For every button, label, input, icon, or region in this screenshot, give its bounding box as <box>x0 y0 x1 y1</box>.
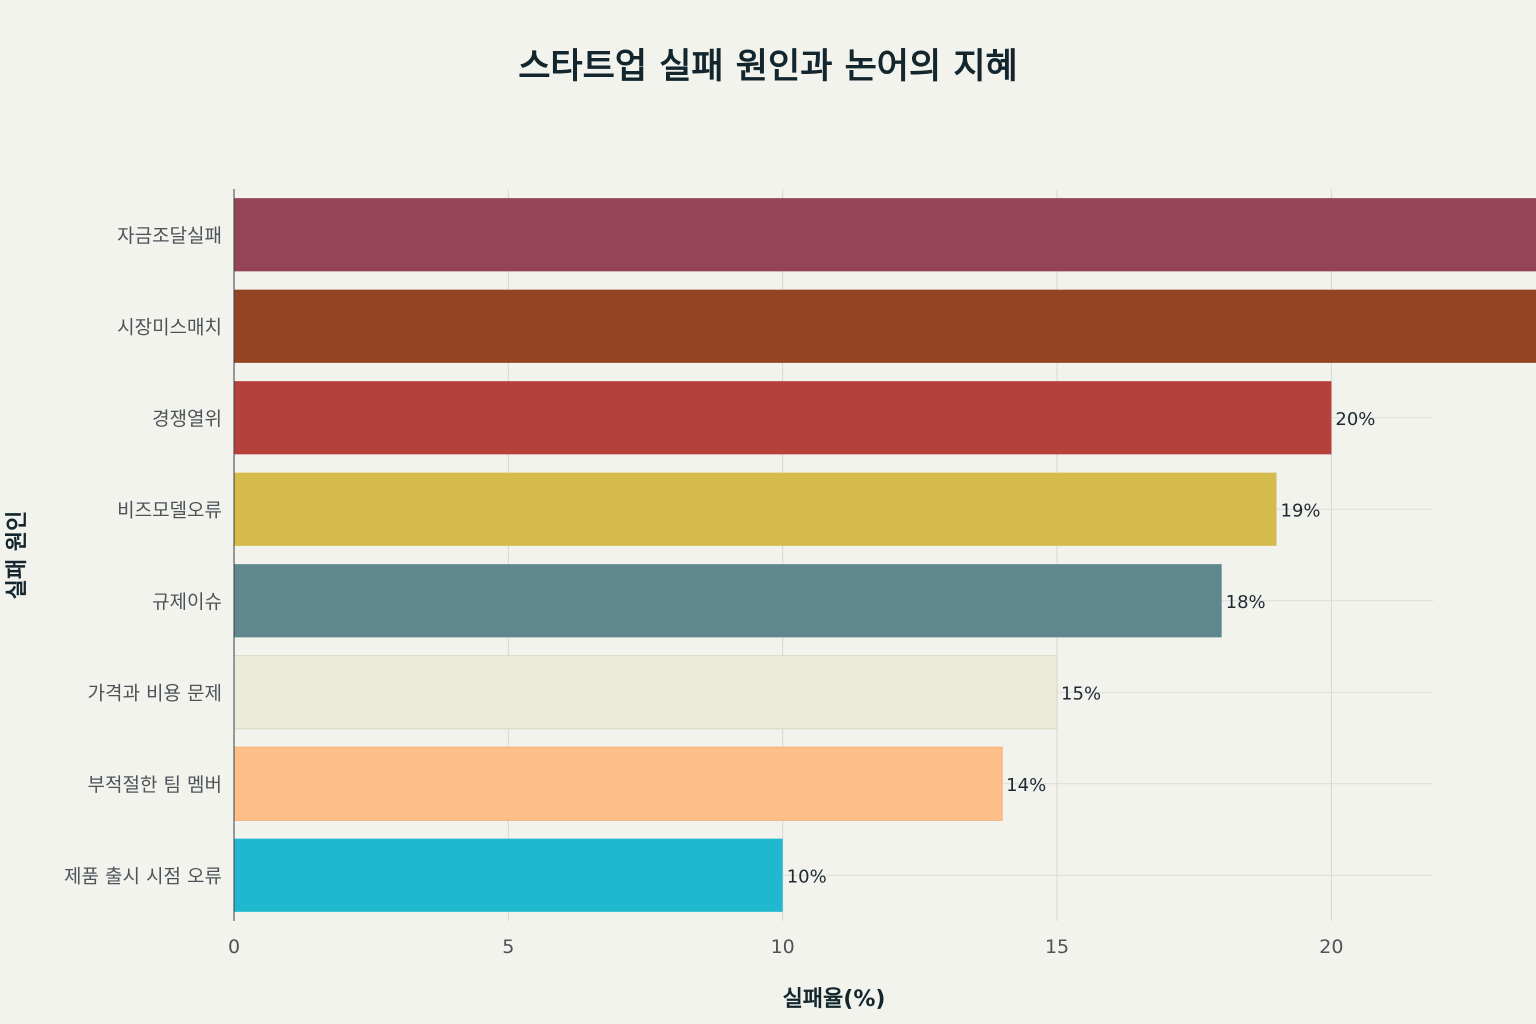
y-category-label: 시장미스매치 <box>117 316 222 338</box>
x-tick-label: 10 <box>771 936 795 958</box>
x-axis-title: 실패율(%) <box>783 987 886 1012</box>
y-category-label: 규제이슈 <box>152 591 222 613</box>
bar <box>234 289 1536 363</box>
bar <box>233 746 1003 821</box>
bar <box>234 472 1277 546</box>
bar-data-label: 18% <box>1226 592 1266 613</box>
bar <box>234 564 1222 638</box>
bar-data-label: 15% <box>1061 683 1101 704</box>
y-category-label: 경쟁열위 <box>152 408 222 430</box>
y-axis-title: 실패 원인 <box>5 511 30 600</box>
x-tick-label: 20 <box>1319 936 1343 958</box>
bar <box>233 655 1058 730</box>
chart-title: 스타트업 실패 원인과 논어의 지혜 <box>518 47 1018 87</box>
bar-data-label: 14% <box>1006 775 1046 796</box>
y-category-label: 가격과 비용 문제 <box>88 682 222 704</box>
bar-data-label: 20% <box>1335 409 1375 430</box>
bar-data-label: 19% <box>1281 500 1321 521</box>
bar <box>234 198 1536 272</box>
bar <box>234 838 783 912</box>
axes: 0510152025303540자금조달실패시장미스매치경쟁열위비즈모델오류규제… <box>64 189 1343 958</box>
y-category-label: 부적절한 팀 멤버 <box>88 774 222 796</box>
x-tick-label: 15 <box>1045 936 1069 958</box>
y-category-label: 비즈모델오류 <box>117 499 222 521</box>
bars: 38%35%20%19%18%15%14%10% <box>233 198 1536 912</box>
bar <box>234 381 1332 455</box>
bar-data-label: 10% <box>787 866 827 887</box>
y-category-label: 제품 출시 시점 오류 <box>64 865 222 887</box>
y-category-label: 자금조달실패 <box>117 225 222 247</box>
x-tick-label: 0 <box>228 936 240 958</box>
x-tick-label: 5 <box>502 936 514 958</box>
